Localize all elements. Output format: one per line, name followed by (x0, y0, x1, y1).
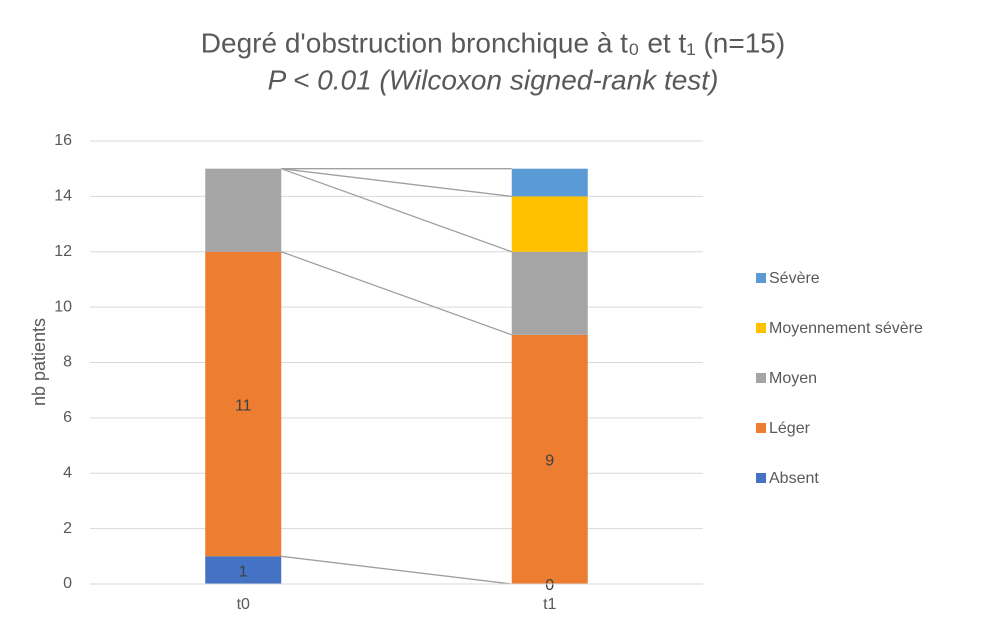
legend-swatch (756, 423, 766, 433)
bar-segment (205, 556, 282, 584)
bar-segment (511, 196, 588, 252)
y-tick-label: 14 (54, 188, 72, 205)
bar-segment (205, 251, 282, 557)
series-line (281, 168, 512, 198)
y-tick-label: 6 (63, 409, 72, 426)
series-line (281, 168, 512, 253)
legend-label: Moyennement sévère (769, 320, 923, 337)
y-tick-label: 10 (54, 298, 72, 315)
legend-swatch (756, 323, 766, 333)
y-tick-label: 4 (63, 464, 72, 481)
legend-label: Léger (769, 420, 811, 437)
data-label: 9 (545, 453, 554, 470)
bar-segment (511, 334, 588, 584)
y-tick-label: 8 (63, 354, 72, 371)
legend-swatch (756, 373, 766, 383)
data-label: 11 (235, 397, 252, 414)
y-tick-label: 2 (63, 520, 72, 537)
y-tick-label: 16 (54, 132, 72, 149)
data-label: 0 (545, 577, 554, 594)
y-tick-label: 12 (54, 243, 72, 260)
legend-label: Absent (769, 470, 819, 487)
y-axis-label: nb patients (29, 318, 49, 406)
legend-swatch (756, 473, 766, 483)
chart-title: Degré d'obstruction bronchique à t₀ et t… (201, 27, 785, 58)
bar-segment (511, 168, 588, 197)
y-tick-label: 0 (63, 575, 72, 592)
chart-subtitle: P < 0.01 (Wilcoxon signed-rank test) (268, 64, 719, 95)
data-label: 1 (239, 563, 248, 580)
bar-segment (511, 251, 588, 335)
series-line (281, 251, 512, 336)
bar-segment (205, 168, 282, 252)
x-tick-label: t1 (543, 596, 556, 613)
series-line (281, 555, 512, 585)
x-tick-label: t0 (237, 596, 250, 613)
legend-swatch (756, 273, 766, 283)
legend-label: Moyen (769, 370, 817, 387)
legend-label: Sévère (769, 270, 820, 287)
